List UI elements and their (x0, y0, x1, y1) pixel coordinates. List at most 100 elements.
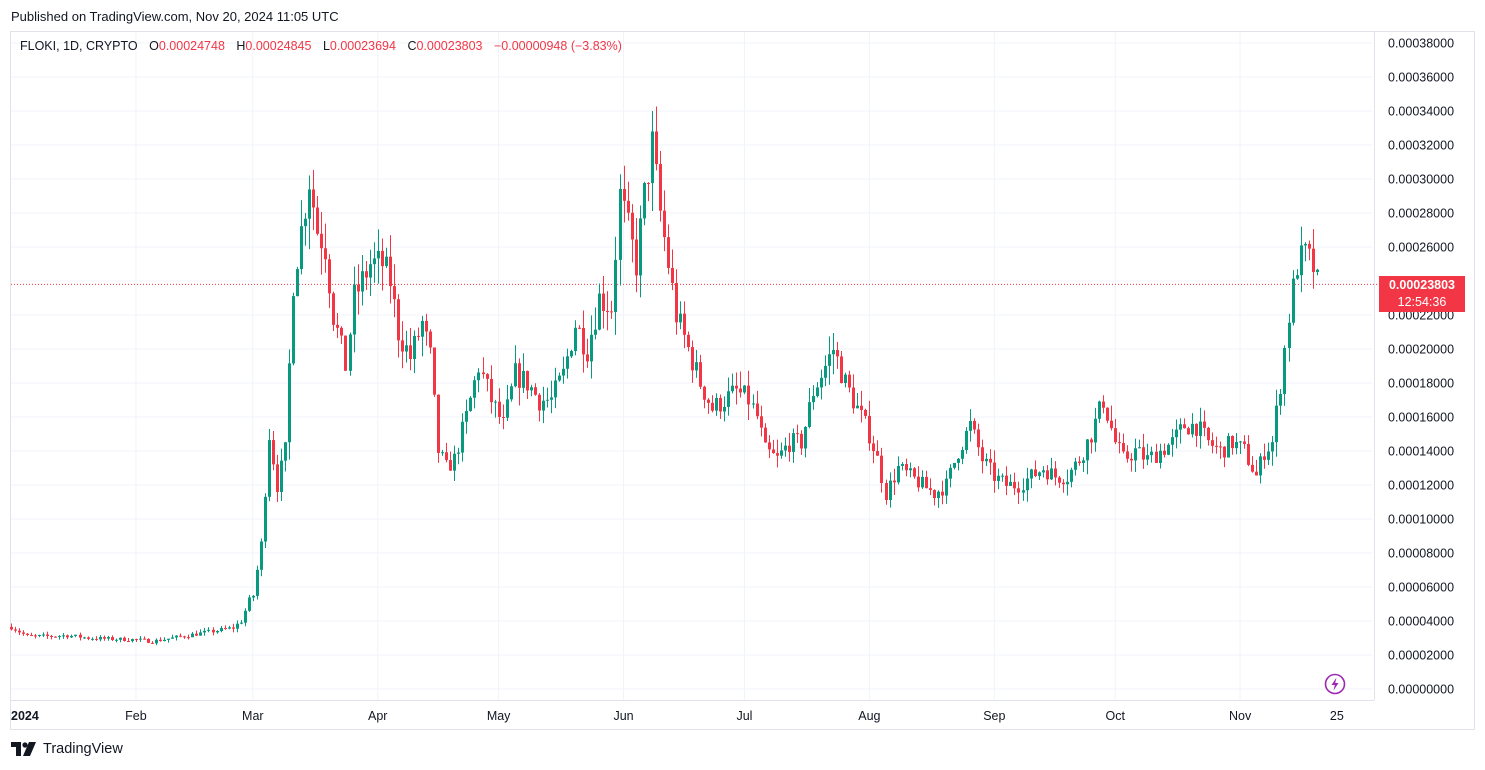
candle-body (667, 237, 670, 268)
candle-body (852, 387, 855, 409)
candle-body (373, 258, 376, 265)
candle-body (449, 460, 452, 471)
candle-body (183, 636, 186, 638)
candle-body (594, 329, 597, 335)
candle-body (687, 334, 690, 348)
candle-body (981, 447, 984, 462)
candle-body (808, 402, 811, 427)
legend-change: −0.00000948 (−3.83%) (494, 39, 622, 53)
candle-body (179, 635, 182, 637)
candle-body (1275, 405, 1278, 443)
candle-body (336, 324, 339, 328)
x-tick-label: Nov (1229, 709, 1252, 723)
brand-name: TradingView (43, 741, 123, 757)
candle-body (727, 391, 730, 407)
candle-body (582, 328, 585, 355)
candle-body (844, 374, 847, 384)
candle-body (929, 488, 932, 491)
candle-body (405, 345, 408, 352)
candle-body (614, 259, 617, 313)
candle-body (1199, 421, 1202, 436)
candle-body (816, 387, 819, 397)
candle-body (91, 638, 94, 640)
candle-body (1235, 441, 1238, 449)
legend-high-label: H (236, 39, 246, 53)
candle-body (1066, 481, 1069, 485)
candle-body (868, 415, 871, 444)
candle-body (288, 363, 291, 443)
candle-body (945, 478, 948, 496)
candle-body (1058, 477, 1061, 483)
candle-body (506, 399, 509, 418)
x-tick-label: Jun (613, 709, 633, 723)
tradingview-logo-icon (11, 742, 36, 756)
candle-body (1026, 478, 1029, 491)
candle-body (264, 496, 267, 542)
y-tick-label: 0.00012000 (1388, 479, 1454, 493)
candle-body (522, 371, 525, 388)
candle-body (1155, 451, 1158, 463)
lightning-icon[interactable] (1324, 673, 1346, 695)
candle-body (860, 405, 863, 410)
candle-body (1312, 248, 1315, 273)
candle-body (1086, 439, 1089, 461)
candle-body (1114, 428, 1117, 443)
candle-body (1159, 450, 1162, 463)
candle-body (526, 371, 529, 391)
candle-body (268, 440, 271, 497)
candle-body (635, 239, 638, 276)
candle-body (437, 394, 440, 453)
candle-body (840, 356, 843, 384)
published-note: Published on TradingView.com, Nov 20, 20… (11, 9, 339, 24)
candle-body (469, 397, 472, 411)
tradingview-brand[interactable]: TradingView (11, 741, 123, 757)
candle-body (880, 455, 883, 484)
candle-body (558, 375, 561, 381)
candle-body (796, 433, 799, 435)
candle-body (905, 464, 908, 471)
candle-body (953, 462, 956, 468)
candle-body (933, 490, 936, 499)
candle-body (1050, 468, 1053, 480)
candle-body (1183, 424, 1186, 429)
candle-body (1106, 407, 1109, 421)
candle-body (228, 627, 231, 629)
candle-body (236, 623, 239, 629)
candle-body (985, 458, 988, 462)
candle-body (401, 340, 404, 352)
candle-body (1179, 424, 1182, 430)
candle-body (58, 636, 61, 638)
candle-body (477, 372, 480, 381)
candle-body (441, 452, 444, 454)
candle-body (159, 639, 162, 642)
candle-body (445, 452, 448, 461)
candle-body (1231, 435, 1234, 449)
candle-body (95, 638, 98, 640)
candle-body (1134, 448, 1137, 461)
candle-body (989, 458, 992, 463)
candle-body (965, 430, 968, 451)
candle-body (62, 635, 65, 637)
candle-body (1255, 471, 1258, 476)
candle-body (453, 453, 456, 471)
candle-body (99, 637, 102, 640)
candle-body (739, 388, 742, 393)
candle-body (707, 399, 710, 403)
candle-body (308, 189, 311, 219)
y-tick-label: 0.00036000 (1388, 71, 1454, 85)
candle-body (413, 335, 416, 360)
candle-body (465, 410, 468, 422)
x-tick-label: Oct (1105, 709, 1125, 723)
candle-body (1267, 451, 1270, 460)
candle-body (1271, 442, 1274, 452)
candle-body (54, 636, 57, 638)
candle-body (1146, 455, 1149, 460)
candle-body (1171, 437, 1174, 445)
candle-body (1150, 451, 1153, 456)
candle-body (14, 629, 17, 631)
candle-body (534, 387, 537, 395)
candle-body (344, 335, 347, 371)
candle-body (42, 634, 45, 636)
candles (10, 106, 1319, 646)
